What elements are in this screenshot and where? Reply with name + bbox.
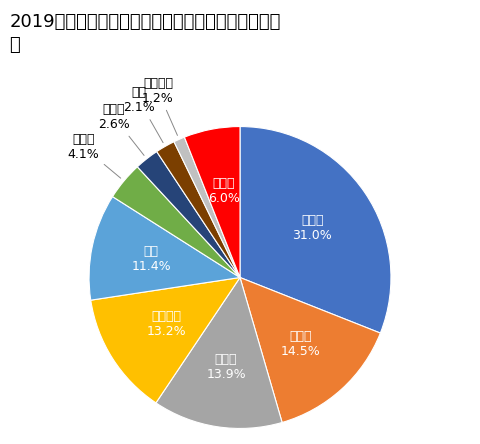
- Text: ホンダ
14.5%: ホンダ 14.5%: [281, 330, 321, 358]
- Wedge shape: [91, 278, 240, 403]
- Wedge shape: [137, 151, 240, 278]
- Text: マツダ
4.1%: マツダ 4.1%: [68, 133, 120, 178]
- Wedge shape: [112, 167, 240, 278]
- Text: トヨタ
31.0%: トヨタ 31.0%: [292, 214, 332, 242]
- Text: 輸入車
6.0%: 輸入車 6.0%: [208, 178, 240, 206]
- Text: レクサス
1.2%: レクサス 1.2%: [142, 77, 178, 135]
- Wedge shape: [174, 137, 240, 278]
- Wedge shape: [157, 142, 240, 278]
- Text: 日産
11.4%: 日産 11.4%: [132, 245, 171, 273]
- Wedge shape: [240, 278, 380, 422]
- Text: 三菱
2.1%: 三菱 2.1%: [123, 87, 163, 143]
- Text: スズキ
13.9%: スズキ 13.9%: [206, 353, 246, 381]
- Text: 2019年日本のメーカー（ブランド別）新車販売シェ
ア: 2019年日本のメーカー（ブランド別）新車販売シェ ア: [10, 13, 281, 54]
- Wedge shape: [240, 127, 391, 333]
- Wedge shape: [89, 197, 240, 300]
- Text: スバル
2.6%: スバル 2.6%: [98, 103, 144, 155]
- Text: ダイハツ
13.2%: ダイハツ 13.2%: [146, 310, 186, 338]
- Wedge shape: [184, 127, 240, 278]
- Wedge shape: [156, 278, 282, 428]
